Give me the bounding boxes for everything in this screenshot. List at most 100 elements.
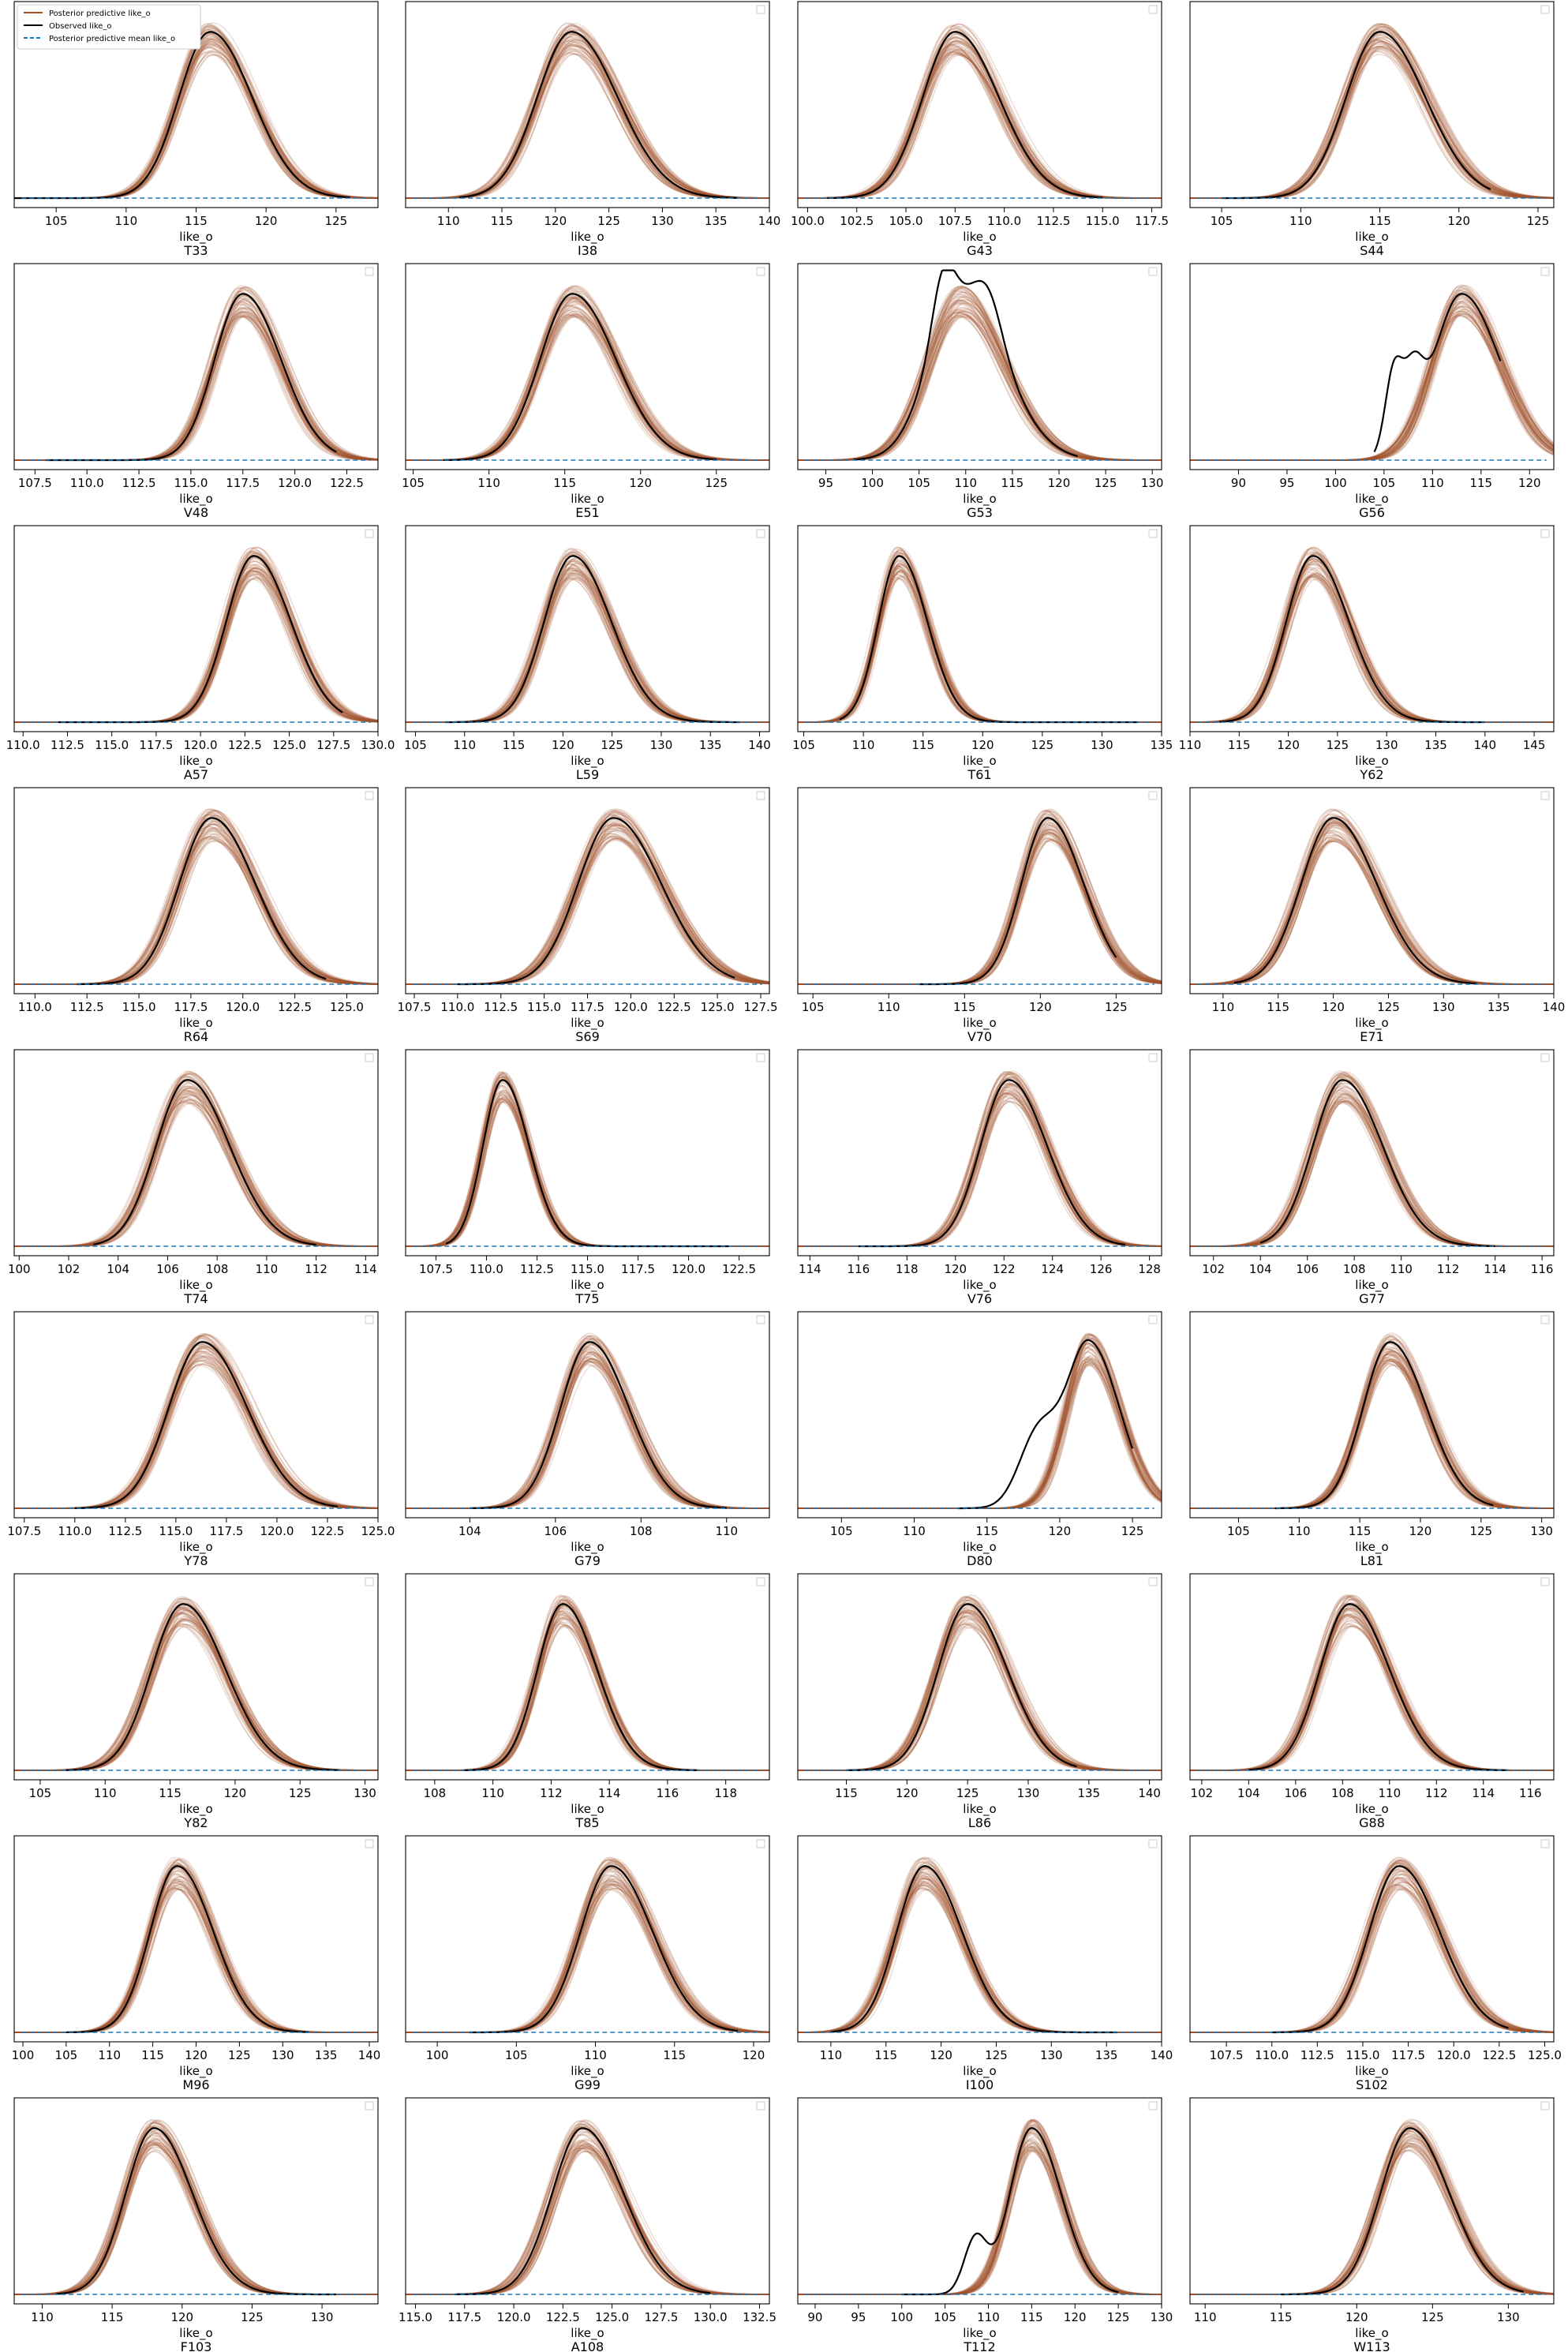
x-tick-label: 105: [907, 476, 930, 490]
x-tick-label: 115: [874, 2048, 897, 2062]
posterior-predictive-curve: [798, 314, 1162, 461]
posterior-predictive-curve: [14, 1598, 378, 1771]
posterior-predictive-curve: [406, 579, 769, 723]
x-tick-label: 135: [1488, 1000, 1510, 1014]
posterior-predictive-curve: [1190, 2130, 1554, 2295]
posterior-predictive-curve: [14, 1078, 378, 1247]
axes-frame: [405, 1311, 770, 1519]
posterior-predictive-curve: [798, 562, 1162, 723]
plot-area: [406, 22, 769, 199]
posterior-predictive-curve: [1190, 809, 1554, 985]
observed-curve: [65, 1603, 339, 1771]
x-axis-label: like_o: [963, 2064, 996, 2079]
posterior-predictive-curve: [406, 2127, 769, 2295]
posterior-predictive-curve: [14, 1362, 378, 1509]
posterior-predictive-curve: [14, 830, 378, 985]
posterior-predictive-curve: [798, 2148, 1162, 2295]
posterior-predictive-curve: [1190, 1354, 1554, 1509]
posterior-predictive-curve: [14, 1611, 378, 1771]
posterior-predictive-curve: [1190, 43, 1554, 199]
x-axis-label: like_o: [1355, 1802, 1388, 1817]
posterior-predictive-curve: [798, 840, 1162, 985]
x-axis-label: like_o: [179, 1016, 212, 1031]
plot-area: [1190, 1594, 1554, 1771]
x-axis-label: like_o: [963, 1016, 996, 1031]
posterior-predictive-curve: [14, 1608, 378, 1771]
x-tick-label: 120: [170, 2310, 193, 2324]
posterior-predictive-curve: [14, 1099, 378, 1247]
posterior-predictive-curve: [1190, 2122, 1554, 2295]
posterior-predictive-curve: [798, 2118, 1162, 2295]
posterior-predictive-curve: [406, 1340, 769, 1509]
posterior-predictive-curve: [798, 840, 1162, 985]
posterior-predictive-curve: [14, 837, 378, 985]
posterior-predictive-curve: [406, 1364, 769, 1509]
posterior-predictive-curve: [1190, 1351, 1554, 1509]
x-tick-label: 120.0: [226, 1000, 260, 1014]
posterior-predictive-curve: [406, 1860, 769, 2033]
posterior-predictive-curve: [798, 563, 1162, 723]
posterior-predictive-curve: [14, 835, 378, 985]
x-tick-label: 125: [1527, 214, 1550, 228]
posterior-predictive-curve: [1190, 573, 1554, 723]
x-tick-label: 122.5: [310, 1524, 344, 1538]
posterior-predictive-curve: [14, 1073, 378, 1247]
posterior-predictive-curve: [1190, 819, 1554, 985]
posterior-predictive-curve: [798, 1864, 1162, 2033]
posterior-predictive-curve: [798, 566, 1162, 723]
posterior-predictive-curve: [1190, 1881, 1554, 2033]
posterior-predictive-curve: [1190, 300, 1554, 461]
x-tick-label: 120.0: [184, 738, 218, 752]
posterior-predictive-curve: [798, 2122, 1162, 2295]
posterior-predictive-curve: [406, 1880, 769, 2033]
posterior-predictive-curve: [1190, 305, 1554, 461]
observed-curve: [1274, 1341, 1494, 1510]
posterior-predictive-curve: [14, 822, 378, 985]
subplot-title: Y82: [183, 1815, 208, 1830]
posterior-predictive-curve: [406, 2130, 769, 2295]
posterior-predictive-curve: [1190, 1070, 1554, 1247]
posterior-predictive-curve: [798, 839, 1162, 985]
plot-area: [406, 1594, 769, 1771]
posterior-predictive-curve: [1190, 1864, 1554, 2033]
axes-frame: [797, 787, 1162, 994]
observed-curve: [455, 2127, 711, 2296]
x-tick-label: 115: [1001, 476, 1024, 490]
posterior-predictive-curve: [798, 2125, 1162, 2295]
posterior-predictive-curve: [406, 2137, 769, 2295]
posterior-predictive-curve: [1190, 1350, 1554, 1509]
empty-legend-box: [365, 1839, 374, 1848]
posterior-predictive-curve: [798, 1864, 1162, 2033]
posterior-predictive-curve: [14, 1624, 378, 1771]
subplot-title: L59: [576, 767, 599, 782]
posterior-predictive-curve: [1190, 564, 1554, 723]
posterior-predictive-curve: [406, 2151, 769, 2295]
posterior-predictive-curve: [798, 1622, 1162, 1771]
posterior-predictive-curve: [798, 564, 1162, 723]
posterior-predictive-curve: [798, 832, 1162, 985]
posterior-predictive-curve: [406, 1598, 769, 1771]
posterior-predictive-curve: [1190, 313, 1554, 461]
posterior-predictive-curve: [1190, 43, 1554, 199]
posterior-predictive-curve: [14, 823, 378, 985]
x-tick-label: 102: [58, 1262, 80, 1276]
posterior-predictive-curve: [14, 1101, 378, 1247]
observed-curve: [1373, 293, 1502, 452]
posterior-predictive-curve: [14, 1607, 378, 1771]
posterior-predictive-curve: [406, 314, 769, 461]
posterior-predictive-curve: [406, 2143, 769, 2295]
empty-legend-box: [365, 2101, 374, 2110]
x-tick-label: 130.0: [361, 738, 395, 752]
posterior-predictive-curve: [1190, 1354, 1554, 1509]
posterior-predictive-curve: [798, 809, 1162, 985]
posterior-predictive-curve: [1190, 1870, 1554, 2033]
posterior-predictive-curve: [1190, 1073, 1554, 1247]
observed-curve: [458, 31, 738, 199]
posterior-predictive-curve: [798, 1866, 1162, 2033]
posterior-predictive-curve: [406, 2139, 769, 2295]
subplot-y78: 107.5 110.0 112.5 115.0 117.5 120.0 122.5 125.0…: [7, 1311, 395, 1568]
posterior-predictive-curve: [14, 838, 378, 985]
